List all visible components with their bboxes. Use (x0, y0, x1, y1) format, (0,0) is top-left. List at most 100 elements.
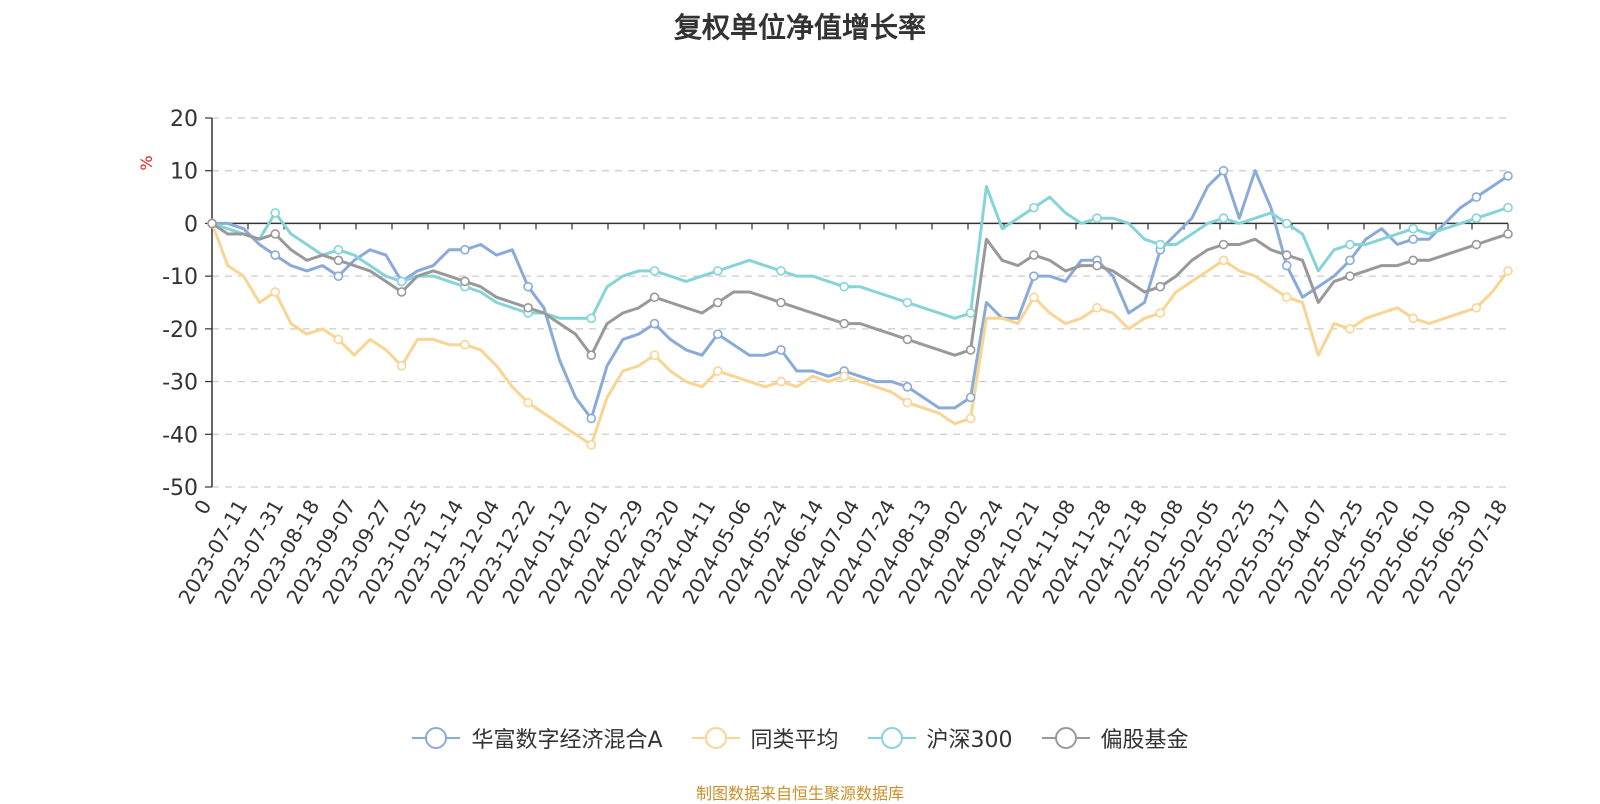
series-point (776, 345, 786, 355)
legend-line-circle-icon (1041, 727, 1090, 749)
legend-label: 华富数字经济混合A (471, 728, 663, 753)
series-point (586, 440, 597, 450)
series-point (270, 250, 281, 260)
series-point (1503, 171, 1513, 181)
series-point (1345, 255, 1355, 266)
y-tick-label: -20 (162, 318, 198, 343)
series-point (1155, 281, 1166, 292)
series-point (1471, 302, 1482, 313)
series-point (1092, 302, 1102, 313)
series-point (712, 366, 723, 376)
series-point (902, 297, 913, 308)
series-point (965, 413, 976, 424)
series-point (333, 244, 344, 255)
y-axis-unit-label: % (137, 155, 156, 170)
series-point (1471, 213, 1482, 223)
series-point (586, 413, 597, 424)
series-point (207, 218, 217, 229)
series-point (1503, 202, 1513, 213)
series-point (1408, 234, 1418, 245)
series-point (1218, 213, 1229, 223)
series-point (1218, 165, 1229, 176)
series-point (1281, 260, 1292, 271)
y-tick-label: 10 (170, 160, 198, 185)
series-point (776, 266, 786, 276)
series-point (649, 318, 660, 329)
series-line-1 (210, 222, 1510, 447)
legend-item[interactable]: 华富数字经济混合A (411, 722, 663, 754)
series-point (1092, 260, 1102, 271)
series-point (523, 281, 533, 292)
series-point (1471, 239, 1482, 250)
series-point (586, 313, 597, 324)
legend-item[interactable]: 偏股基金 (1041, 722, 1189, 754)
y-tick-label: -40 (162, 423, 198, 448)
y-tick-label: 20 (170, 107, 198, 132)
series-point (649, 266, 660, 276)
series-point (333, 334, 344, 345)
series-point (333, 255, 344, 266)
series-point (712, 329, 723, 339)
series-point (523, 397, 533, 408)
series-lines (210, 169, 1510, 447)
series-point (1281, 292, 1292, 303)
legend: 华富数字经济混合A 同类平均 沪深300 偏股基金 (0, 722, 1600, 754)
y-tick-label: -30 (162, 371, 198, 396)
series-point (712, 297, 723, 308)
series-point (1029, 250, 1039, 260)
series-point (523, 302, 533, 313)
series-point (1029, 271, 1039, 281)
series-point (712, 266, 723, 276)
series-point (1029, 202, 1039, 213)
series-point (1408, 255, 1418, 266)
series-point (1029, 292, 1039, 303)
series-point (396, 360, 407, 371)
series-point (460, 276, 470, 287)
series-point (1092, 213, 1102, 223)
series-point (460, 244, 470, 255)
legend-label: 同类平均 (750, 728, 839, 753)
series-point (902, 382, 913, 392)
x-tick-label: 0 (189, 496, 216, 519)
grid-lines (212, 117, 1508, 488)
series-point (1471, 192, 1482, 202)
series-point (1155, 308, 1166, 318)
series-point (270, 208, 281, 218)
series-point (1218, 239, 1229, 250)
series-point (965, 392, 976, 403)
series-point (1218, 255, 1229, 266)
series-point (1345, 239, 1355, 250)
series-point (1408, 223, 1418, 234)
y-tick-label: -50 (162, 476, 198, 501)
series-point (902, 334, 913, 345)
series-point (1155, 239, 1166, 250)
series-point (1503, 229, 1513, 239)
series-line-2 (211, 185, 1509, 320)
series-point (776, 376, 786, 387)
series-point (649, 350, 660, 361)
series-point (965, 345, 976, 355)
series-point (1408, 313, 1418, 324)
series-point (839, 318, 849, 329)
series-point (333, 271, 344, 281)
series-point (396, 276, 407, 287)
series-point (1503, 266, 1513, 276)
series-point (902, 397, 913, 408)
legend-label: 偏股基金 (1100, 728, 1189, 753)
legend-line-circle-icon (867, 727, 916, 749)
series-point (649, 292, 660, 303)
series-point (460, 339, 470, 350)
series-point (1281, 250, 1292, 260)
series-point (1345, 324, 1355, 334)
axes: 20100-10-20-30-40-5002023-07-112023-07-3… (162, 107, 1512, 608)
legend-item[interactable]: 同类平均 (691, 722, 839, 754)
series-point (270, 287, 281, 297)
series-line-3 (211, 222, 1509, 357)
legend-line-circle-icon (691, 727, 740, 749)
series-point (1281, 218, 1292, 229)
chart-title: 复权单位净值增长率 (673, 11, 926, 44)
legend-item[interactable]: 沪深300 (867, 722, 1013, 754)
series-point (965, 308, 976, 318)
